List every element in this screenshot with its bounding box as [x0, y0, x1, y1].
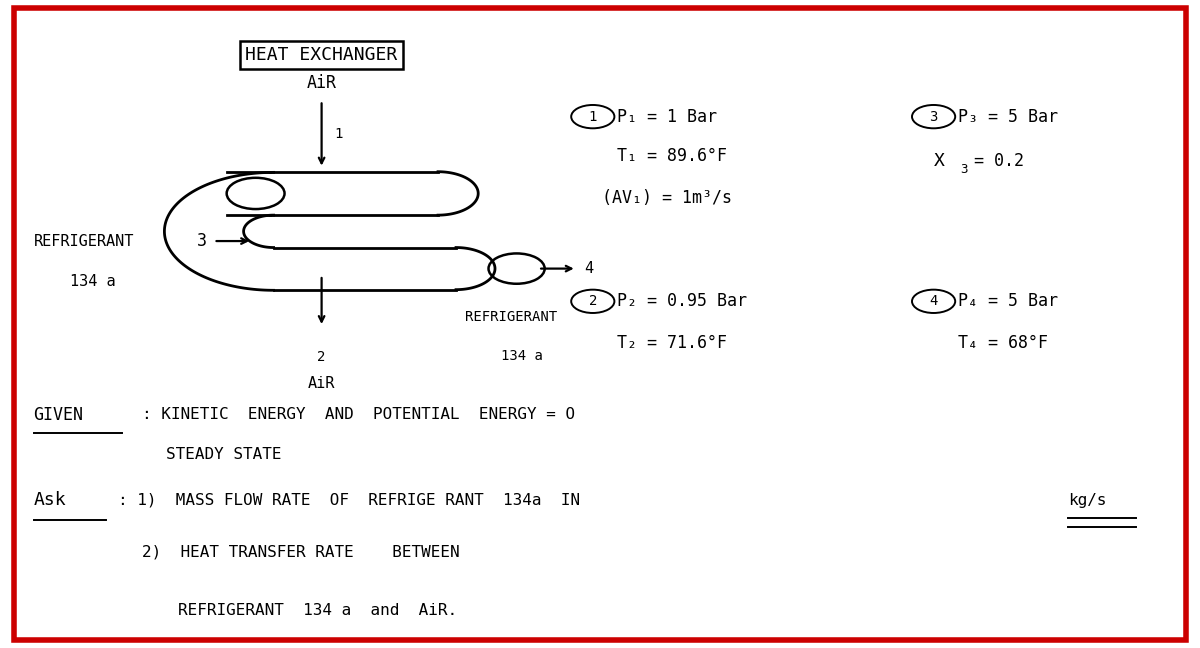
Text: 2)  HEAT TRANSFER RATE    BETWEEN: 2) HEAT TRANSFER RATE BETWEEN	[142, 544, 460, 560]
Text: 4: 4	[583, 261, 593, 276]
Text: GIVEN: GIVEN	[34, 406, 84, 424]
Text: T₂ = 71.6°F: T₂ = 71.6°F	[617, 334, 727, 353]
Text: Ask: Ask	[34, 491, 66, 509]
Text: P₃ = 5 Bar: P₃ = 5 Bar	[958, 108, 1057, 126]
Text: 3: 3	[197, 232, 206, 250]
Text: 2: 2	[589, 294, 596, 308]
Text: 134 a: 134 a	[70, 274, 115, 290]
Text: STEADY STATE: STEADY STATE	[166, 447, 281, 463]
Text: T₄ = 68°F: T₄ = 68°F	[958, 334, 1048, 353]
Text: 4: 4	[930, 294, 937, 308]
Text: 1: 1	[335, 127, 343, 141]
Text: HEAT EXCHANGER: HEAT EXCHANGER	[246, 46, 397, 64]
Text: : KINETIC  ENERGY  AND  POTENTIAL  ENERGY = O: : KINETIC ENERGY AND POTENTIAL ENERGY = …	[142, 407, 575, 422]
Text: P₁ = 1 Bar: P₁ = 1 Bar	[617, 108, 716, 126]
Text: AiR: AiR	[308, 376, 335, 391]
Text: X: X	[934, 152, 944, 170]
Text: REFRIGERANT: REFRIGERANT	[34, 233, 134, 249]
Text: (AV₁) = 1m³/s: (AV₁) = 1m³/s	[602, 189, 732, 207]
Text: P₄ = 5 Bar: P₄ = 5 Bar	[958, 292, 1057, 310]
Text: P₂ = 0.95 Bar: P₂ = 0.95 Bar	[617, 292, 746, 310]
Text: 1: 1	[589, 110, 596, 124]
Text: 3: 3	[960, 163, 967, 176]
Text: 3: 3	[930, 110, 937, 124]
Text: 134 a: 134 a	[502, 349, 542, 363]
Text: kg/s: kg/s	[1068, 492, 1106, 508]
Text: : 1)  MASS FLOW RATE  OF  REFRIGE RANT  134a  IN: : 1) MASS FLOW RATE OF REFRIGE RANT 134a…	[118, 492, 580, 508]
Text: REFRIGERANT: REFRIGERANT	[464, 310, 557, 324]
Text: 2: 2	[318, 350, 325, 364]
Text: = 0.2: = 0.2	[974, 152, 1025, 170]
Text: REFRIGERANT  134 a  and  AiR.: REFRIGERANT 134 a and AiR.	[178, 603, 457, 618]
Text: AiR: AiR	[307, 74, 336, 92]
Text: T₁ = 89.6°F: T₁ = 89.6°F	[617, 146, 727, 165]
